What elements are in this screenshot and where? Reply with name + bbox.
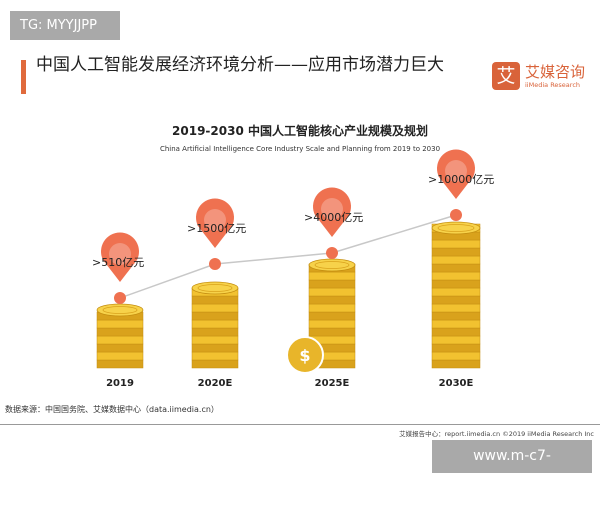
coin-2020E — [191, 295, 239, 305]
coin-top-2025E — [308, 258, 356, 272]
data-point-2020E — [209, 258, 221, 270]
logo-mark: 艾 — [492, 62, 520, 90]
data-point-2030E — [450, 209, 462, 221]
pin-marker-2030E — [437, 149, 475, 199]
logo-en: iiMedia Research — [525, 80, 581, 89]
data-label-2020E: >1500亿元 — [187, 222, 246, 235]
coin-2025E — [308, 279, 356, 289]
chart-subtitle: China Artificial Intelligence Core Indus… — [159, 145, 441, 153]
coin-2020E — [191, 311, 239, 321]
logo: 艾 艾媒咨询 iiMedia Research — [492, 62, 585, 90]
coin-2020E — [191, 335, 239, 345]
data-label-2019: >510亿元 — [92, 256, 144, 269]
data-point-2019 — [114, 292, 126, 304]
x-tick-2030E: 2030E — [439, 378, 474, 389]
x-tick-2019: 2019 — [106, 378, 134, 389]
coin-2030E — [431, 287, 481, 297]
data-source: 数据来源：中国国务院、艾媒数据中心（data.iimedia.cn） — [5, 405, 219, 414]
coin-2025E — [308, 303, 356, 313]
coin-top-ring-2020E — [197, 284, 233, 292]
coin-2020E — [191, 351, 239, 361]
coin-top-ring-2030E — [437, 224, 475, 232]
coin-top-ring-2025E — [314, 261, 350, 269]
coin-2020E — [191, 303, 239, 313]
coin-symbol-icon — [286, 336, 324, 374]
coin-2019 — [96, 319, 144, 329]
data-label-2030E: >10000亿元 — [428, 173, 494, 186]
coin-2030E — [431, 359, 481, 369]
coin-2025E — [308, 295, 356, 305]
coin-2030E — [431, 279, 481, 289]
coin-2025E — [308, 271, 356, 281]
data-label-2025E: >4000亿元 — [304, 211, 363, 224]
pin-inner-2030E — [445, 160, 467, 182]
coin-2020E — [191, 327, 239, 337]
coin-top-2019 — [96, 303, 144, 317]
coin-2030E — [431, 239, 481, 249]
pin-marker-2020E — [196, 198, 234, 248]
pin-inner-2019 — [109, 243, 131, 265]
coin-2025E — [308, 327, 356, 337]
coin-2020E — [191, 343, 239, 353]
footer-credit: 艾媒报告中心：report.iimedia.cn ©2019 iiMedia R… — [399, 430, 594, 438]
x-tick-2025E: 2025E — [315, 378, 350, 389]
coin-symbol-glyph: $ — [299, 346, 310, 365]
coin-2030E — [431, 319, 481, 329]
coin-top-2030E — [431, 221, 481, 235]
pin-marker-2025E — [313, 187, 351, 237]
coin-2030E — [431, 303, 481, 313]
pin-inner-2020E — [204, 209, 226, 231]
coin-2030E — [431, 263, 481, 273]
coin-2030E — [431, 335, 481, 345]
coin-2020E — [191, 319, 239, 329]
data-point-2025E — [326, 247, 338, 259]
coin-2025E — [308, 287, 356, 297]
coin-2030E — [431, 327, 481, 337]
x-tick-2020E: 2020E — [198, 378, 233, 389]
coin-2019 — [96, 327, 144, 337]
watermark-bottom: www.m-c7-gaming.com — [432, 440, 592, 497]
coin-2030E — [431, 271, 481, 281]
watermark-top: TG: MYYJJPP — [10, 11, 120, 40]
divider — [0, 424, 600, 425]
coin-2030E — [431, 255, 481, 265]
coin-2030E — [431, 343, 481, 353]
logo-cn: 艾媒咨询 — [525, 62, 586, 81]
page-title: 中国人工智能发展经济环境分析——应用市场潜力巨大 — [36, 55, 444, 75]
coin-2019 — [96, 351, 144, 361]
trend-line — [119, 214, 457, 299]
coin-2030E — [431, 351, 481, 361]
pin-inner-2025E — [321, 198, 343, 220]
coin-2025E — [308, 311, 356, 321]
coin-2020E — [191, 359, 239, 369]
coin-2030E — [431, 295, 481, 305]
coin-2019 — [96, 359, 144, 369]
coin-2030E — [431, 311, 481, 321]
coin-top-2020E — [191, 281, 239, 295]
chart: >510亿元 2019 >1500亿元 2020E >4000亿元 2025E >10000… — [92, 149, 494, 389]
coin-2019 — [96, 343, 144, 353]
pin-marker-2019 — [101, 232, 139, 282]
coin-2025E — [308, 319, 356, 329]
chart-title: 2019-2030 中国人工智能核心产业规模及规划 — [172, 124, 428, 138]
coin-top-ring-2019 — [102, 306, 138, 314]
coin-2019 — [96, 335, 144, 345]
coin-2030E — [431, 247, 481, 257]
title-accent-bar — [21, 60, 26, 94]
